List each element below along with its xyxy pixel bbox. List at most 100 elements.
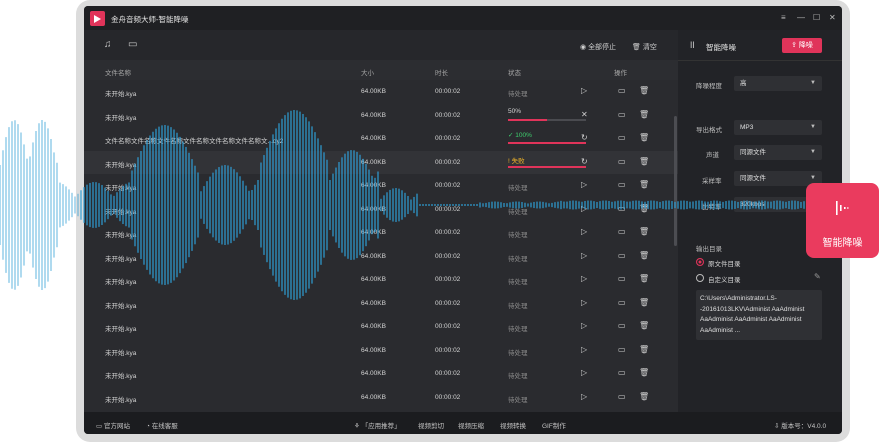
- delete-icon[interactable]: 🗑: [639, 227, 650, 236]
- list-scrollbar[interactable]: [674, 116, 677, 246]
- open-folder-icon[interactable]: ▭: [618, 391, 626, 401]
- delete-icon[interactable]: 🗑: [639, 297, 650, 307]
- open-folder-icon[interactable]: ▭: [618, 133, 626, 142]
- source-dir-radio[interactable]: [696, 258, 704, 266]
- file-size: 64.00KB: [361, 299, 386, 307]
- play-icon[interactable]: ▷: [581, 274, 588, 283]
- custom-dir-radio[interactable]: [696, 274, 704, 282]
- play-icon[interactable]: ▷: [581, 391, 588, 401]
- table-row[interactable]: 未开始.kya 64.00KB 00:00:02 待处理 ▷ ▭ 🗑: [84, 174, 678, 198]
- delete-icon[interactable]: 🗑: [639, 86, 650, 95]
- table-row[interactable]: 未开始.kya 64.00KB 00:00:02 ! 失败 ↻ ▭ 🗑: [84, 150, 678, 174]
- open-folder-icon[interactable]: ▭: [618, 297, 626, 307]
- delete-icon[interactable]: 🗑: [639, 133, 650, 142]
- custom-dir-label: 自定义目录: [708, 277, 741, 284]
- play-icon[interactable]: ▷: [581, 344, 588, 354]
- table-row[interactable]: 文件名称文件名称文件名称文件名称文件名称文件名称文...qy2 64.00KB 00…: [84, 127, 678, 151]
- retry-icon[interactable]: ↻: [581, 156, 588, 166]
- table-row[interactable]: 未开始.kya 64.00KB 00:00:02 待处理 ▷ ▭ 🗑: [84, 362, 678, 386]
- table-row[interactable]: 未开始.kya 64.00KB 00:00:02 待处理 ▷ ▭ 🗑: [84, 339, 678, 363]
- video-convert-link[interactable]: 视频转换: [500, 423, 526, 430]
- open-folder-icon[interactable]: ▭: [618, 227, 626, 236]
- file-duration: 00:00:02: [435, 252, 461, 260]
- delete-icon[interactable]: 🗑: [639, 203, 650, 213]
- maximize-icon[interactable]: ☐: [813, 13, 821, 22]
- table-row[interactable]: 未开始.kya 64.00KB 00:00:02 待处理 ▷ ▭ 🗑: [84, 386, 678, 410]
- open-folder-icon[interactable]: ▭: [618, 86, 626, 95]
- open-folder-icon[interactable]: ▭: [618, 274, 626, 283]
- delete-icon[interactable]: 🗑: [639, 391, 650, 401]
- play-icon[interactable]: ▷: [581, 250, 588, 260]
- retry-icon[interactable]: ↻: [581, 133, 588, 142]
- file-duration: 00:00:02: [435, 346, 461, 354]
- cancel-icon[interactable]: ✕: [581, 109, 588, 119]
- open-folder-icon[interactable]: ▭: [618, 250, 626, 260]
- denoise-button[interactable]: ⇪ 降噪: [782, 38, 822, 53]
- file-size: 64.00KB: [361, 346, 386, 354]
- play-icon[interactable]: ▷: [581, 180, 588, 189]
- window-title: 金舟音频大师-智能降噪: [111, 15, 189, 24]
- file-duration: 00:00:02: [435, 135, 461, 142]
- delete-icon[interactable]: 🗑: [639, 156, 650, 166]
- recommend-link[interactable]: ⚘ 「应用推荐」: [354, 423, 401, 430]
- minimize-icon[interactable]: —: [797, 13, 805, 22]
- open-folder-icon[interactable]: ▭: [618, 203, 626, 213]
- file-size: 64.00KB: [361, 229, 386, 236]
- table-row[interactable]: 未开始.kya 64.00KB 00:00:02 待处理 ▷ ▭ 🗑: [84, 80, 678, 104]
- edit-path-icon[interactable]: ✎: [814, 272, 821, 281]
- delete-icon[interactable]: 🗑: [639, 109, 650, 119]
- open-folder-icon[interactable]: ▭: [618, 368, 626, 377]
- version-text: 版本号：V4.0.0: [781, 423, 827, 430]
- file-status: 待处理: [508, 302, 528, 310]
- progress-fill: [508, 165, 586, 168]
- play-icon[interactable]: ▷: [581, 297, 588, 307]
- delete-icon[interactable]: 🗑: [639, 250, 650, 260]
- open-folder-icon[interactable]: ▭: [618, 156, 626, 166]
- official-site-link[interactable]: ▭ 官方网站: [96, 423, 130, 430]
- file-status: 待处理: [508, 255, 528, 263]
- gif-maker-link[interactable]: GIF制作: [542, 423, 566, 430]
- table-row[interactable]: 未开始.kya 64.00KB 00:00:02 待处理 ▷ ▭ 🗑: [84, 292, 678, 316]
- play-icon[interactable]: ▷: [581, 368, 588, 377]
- play-icon[interactable]: ▷: [581, 86, 588, 95]
- add-folder-icon[interactable]: ▭: [128, 39, 138, 50]
- table-row[interactable]: 未开始.kya 64.00KB 00:00:02 待处理 ▷ ▭ 🗑: [84, 268, 678, 292]
- delete-icon[interactable]: 🗑: [639, 180, 650, 189]
- sample-rate-select[interactable]: 同源文件 ▼: [734, 171, 822, 186]
- delete-icon[interactable]: 🗑: [639, 368, 650, 377]
- online-service-link[interactable]: ◔ 在线客服: [146, 423, 178, 430]
- clear-button[interactable]: 🗑 清空: [632, 44, 657, 51]
- play-icon[interactable]: ▷: [581, 203, 588, 213]
- play-icon[interactable]: ▷: [581, 321, 588, 330]
- video-cut-link[interactable]: 视频剪切: [418, 423, 444, 430]
- file-size: 64.00KB: [361, 135, 386, 142]
- file-size: 64.00KB: [361, 205, 386, 213]
- stop-all-button[interactable]: ◉ 全部停止: [580, 44, 617, 51]
- menu-icon[interactable]: ≡: [781, 13, 786, 22]
- open-folder-icon[interactable]: ▭: [618, 321, 626, 330]
- close-icon[interactable]: ✕: [829, 13, 836, 22]
- noise-level-select[interactable]: 高 ▼: [734, 76, 822, 91]
- delete-icon[interactable]: 🗑: [639, 274, 650, 283]
- file-duration: 00:00:02: [435, 205, 461, 213]
- open-folder-icon[interactable]: ▭: [618, 344, 626, 354]
- channel-select[interactable]: 同源文件 ▼: [734, 145, 822, 160]
- add-file-icon[interactable]: ♫: [104, 39, 112, 50]
- delete-icon[interactable]: 🗑: [639, 344, 650, 354]
- delete-icon[interactable]: 🗑: [639, 321, 650, 330]
- table-row[interactable]: 未开始.kya 64.00KB 00:00:02 待处理 ▷ ▭ 🗑: [84, 221, 678, 245]
- table-row[interactable]: 未开始.kya 64.00KB 00:00:02 待处理 ▷ ▭ 🗑: [84, 198, 678, 222]
- open-folder-icon[interactable]: ▭: [618, 180, 626, 189]
- table-row[interactable]: 未开始.kya 64.00KB 00:00:02 待处理 ▷ ▭ 🗑: [84, 245, 678, 269]
- format-select[interactable]: MP3 ▼: [734, 120, 822, 135]
- denoise-feature-badge[interactable]: 智能降噪: [806, 183, 879, 258]
- video-compress-link[interactable]: 视频压缩: [458, 423, 484, 430]
- file-duration: 00:00:02: [435, 88, 461, 95]
- table-row[interactable]: 未开始.kya 64.00KB 00:00:02 50% ✕ ▭ 🗑: [84, 104, 678, 128]
- file-name: 未开始.kya: [105, 232, 137, 239]
- file-duration: 00:00:02: [435, 182, 461, 189]
- table-row[interactable]: 未开始.kya 64.00KB 00:00:02 待处理 ▷ ▭ 🗑: [84, 315, 678, 339]
- toolbar: ♫ ▭ ◉ 全部停止 🗑 清空: [84, 30, 678, 60]
- play-icon[interactable]: ▷: [581, 227, 588, 236]
- open-folder-icon[interactable]: ▭: [618, 109, 626, 119]
